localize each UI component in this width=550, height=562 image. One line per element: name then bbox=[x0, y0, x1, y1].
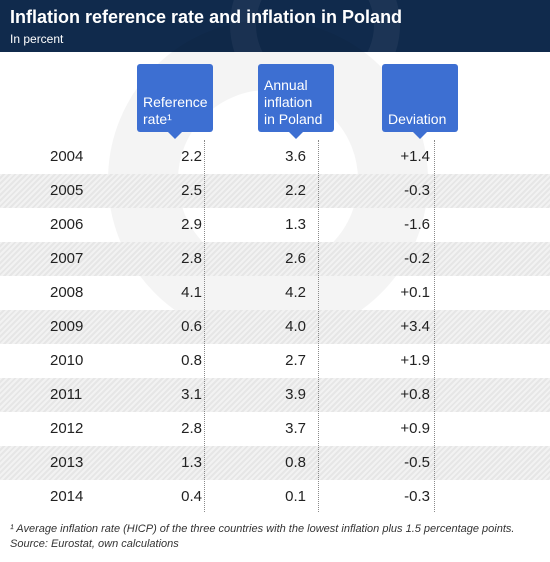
chart-header: Inflation reference rate and inflation i… bbox=[0, 0, 550, 52]
table-row: 2009 0.6 4.0 +3.4 bbox=[0, 310, 550, 344]
table-row: 2005 2.5 2.2 -0.3 bbox=[0, 174, 550, 208]
reference-rate-cell: 3.1 bbox=[181, 386, 202, 403]
annual-inflation-cell: 2.2 bbox=[285, 182, 306, 199]
annual-inflation-cell: 2.7 bbox=[285, 352, 306, 369]
annual-inflation-cell: 0.8 bbox=[285, 454, 306, 471]
deviation-cell: -0.3 bbox=[404, 488, 430, 505]
year-cell: 2011 bbox=[50, 386, 83, 403]
annual-inflation-cell: 3.9 bbox=[285, 386, 306, 403]
reference-rate-cell: 0.4 bbox=[181, 488, 202, 505]
year-cell: 2004 bbox=[50, 148, 84, 165]
reference-rate-cell: 2.2 bbox=[181, 148, 202, 165]
reference-rate-cell: 2.5 bbox=[181, 182, 202, 199]
annual-inflation-cell: 2.6 bbox=[285, 250, 306, 267]
annual-inflation-cell: 3.7 bbox=[285, 420, 306, 437]
header-decoration bbox=[230, 0, 400, 52]
year-cell: 2013 bbox=[50, 454, 84, 471]
reference-rate-cell: 1.3 bbox=[181, 454, 202, 471]
year-cell: 2012 bbox=[50, 420, 84, 437]
deviation-cell: +1.4 bbox=[400, 148, 430, 165]
column-header-label: Deviation bbox=[388, 111, 447, 127]
annual-inflation-cell: 4.2 bbox=[285, 284, 306, 301]
deviation-cell: +0.1 bbox=[400, 284, 430, 301]
table-row: 2012 2.8 3.7 +0.9 bbox=[0, 412, 550, 446]
deviation-cell: +3.4 bbox=[400, 318, 430, 335]
table-row: 2004 2.2 3.6 +1.4 bbox=[0, 140, 550, 174]
chart-title: Inflation reference rate and inflation i… bbox=[10, 7, 403, 27]
column-header-annual-inflation: Annual inflation in Poland bbox=[258, 64, 334, 139]
reference-rate-cell: 2.8 bbox=[181, 250, 202, 267]
table-row: 2010 0.8 2.7 +1.9 bbox=[0, 344, 550, 378]
year-cell: 2008 bbox=[50, 284, 84, 301]
annual-inflation-cell: 4.0 bbox=[285, 318, 306, 335]
year-cell: 2005 bbox=[50, 182, 84, 199]
reference-rate-cell: 0.8 bbox=[181, 352, 202, 369]
deviation-cell: +0.8 bbox=[400, 386, 430, 403]
column-header-reference-rate: Reference rate¹ bbox=[137, 64, 213, 139]
reference-rate-cell: 2.9 bbox=[181, 216, 202, 233]
chart-subtitle: In percent bbox=[10, 32, 64, 46]
column-header-deviation: Deviation bbox=[382, 64, 458, 139]
table-row: 2008 4.1 4.2 +0.1 bbox=[0, 276, 550, 310]
year-cell: 2010 bbox=[50, 352, 84, 369]
reference-rate-cell: 0.6 bbox=[181, 318, 202, 335]
deviation-cell: +1.9 bbox=[400, 352, 430, 369]
deviation-cell: -0.2 bbox=[404, 250, 430, 267]
footnote: ¹ Average inflation rate (HICP) of the t… bbox=[10, 523, 515, 550]
year-cell: 2006 bbox=[50, 216, 84, 233]
annual-inflation-cell: 0.1 bbox=[285, 488, 306, 505]
deviation-cell: -1.6 bbox=[404, 216, 430, 233]
table-row: 2011 3.1 3.9 +0.8 bbox=[0, 378, 550, 412]
table-row: 2013 1.3 0.8 -0.5 bbox=[0, 446, 550, 480]
column-header-label: Annual inflation in Poland bbox=[264, 77, 323, 127]
deviation-cell: -0.3 bbox=[404, 182, 430, 199]
column-divider-reference bbox=[204, 140, 205, 512]
deviation-cell: -0.5 bbox=[404, 454, 430, 471]
table-row: 2007 2.8 2.6 -0.2 bbox=[0, 242, 550, 276]
deviation-cell: +0.9 bbox=[400, 420, 430, 437]
reference-rate-cell: 2.8 bbox=[181, 420, 202, 437]
year-cell: 2014 bbox=[50, 488, 84, 505]
annual-inflation-cell: 3.6 bbox=[285, 148, 306, 165]
table-row: 2006 2.9 1.3 -1.6 bbox=[0, 208, 550, 242]
table-row: 2014 0.4 0.1 -0.3 bbox=[0, 480, 550, 514]
year-cell: 2007 bbox=[50, 250, 84, 267]
year-cell: 2009 bbox=[50, 318, 84, 335]
column-divider-inflation bbox=[318, 140, 319, 512]
reference-rate-cell: 4.1 bbox=[181, 284, 202, 301]
column-divider-deviation bbox=[434, 140, 435, 512]
column-header-label: Reference rate¹ bbox=[143, 94, 208, 127]
annual-inflation-cell: 1.3 bbox=[285, 216, 306, 233]
